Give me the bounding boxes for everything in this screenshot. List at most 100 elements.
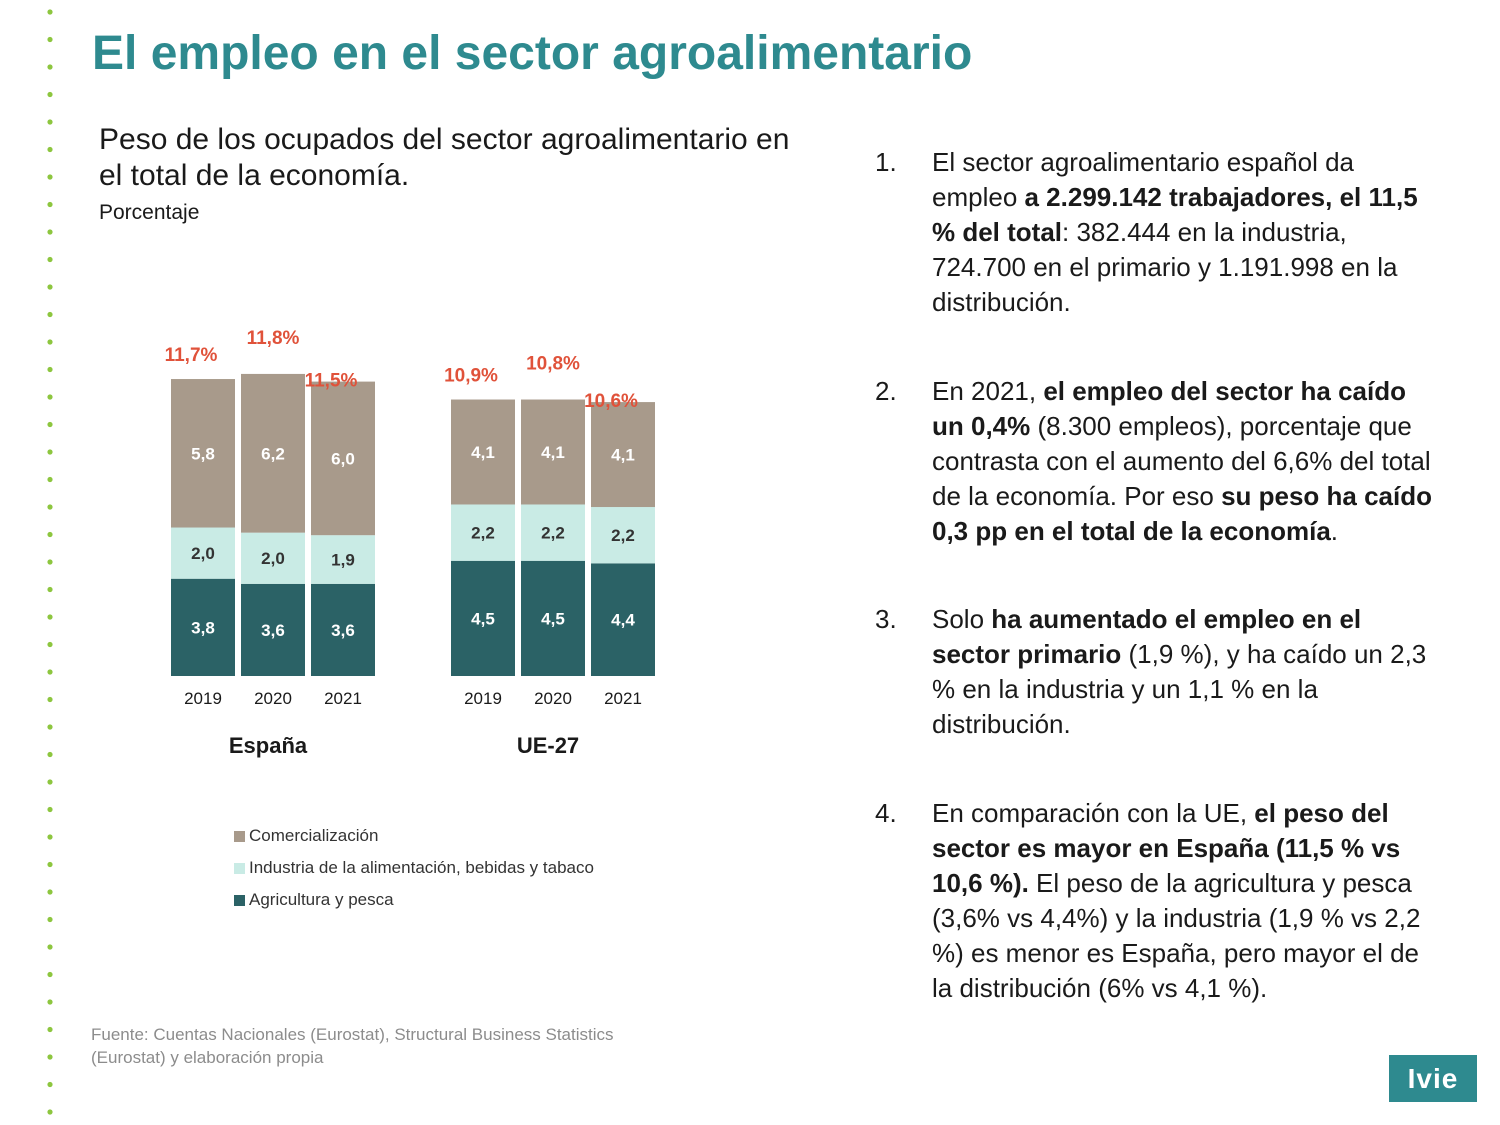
key-point-2: 2. En 2021, el empleo del sector ha caíd…: [875, 374, 1435, 549]
bar-segment: [451, 399, 515, 505]
key-point-highlight: el peso del sector es mayor en España (1…: [932, 798, 1401, 898]
bar-segment: [451, 560, 515, 676]
segment-data-label: 4,1: [541, 443, 565, 462]
chart-unit: Porcentaje: [99, 201, 200, 224]
segment-data-label: 5,8: [191, 444, 215, 463]
segment-data-label: 4,5: [541, 609, 565, 628]
key-points-list: 1. El sector agroalimentario español da …: [875, 145, 1435, 1006]
decorative-dot: [47, 311, 53, 318]
bar-segment: [591, 507, 655, 564]
key-point-highlight: ha aumentado el empleo en el sector prim…: [932, 604, 1362, 669]
total-data-label: 11,7%: [165, 345, 218, 366]
decorative-dot: [47, 531, 53, 538]
total-data-label: 10,6%: [584, 391, 638, 412]
x-tick-label: 2020: [254, 689, 292, 708]
key-point-fragment: En 2021,: [932, 376, 1044, 406]
bar-segment: [171, 379, 235, 528]
segment-data-label: 1,9: [331, 551, 355, 570]
key-point-fragment: El sector agroalimentario español da emp…: [932, 147, 1355, 212]
decorative-dot: [47, 201, 53, 208]
x-tick-label: 2020: [534, 689, 572, 708]
key-point-text: El sector agroalimentario español da emp…: [932, 145, 1435, 320]
bar-segment: [311, 583, 375, 676]
decorative-dot: [47, 146, 53, 153]
segment-data-label: 4,4: [611, 611, 635, 630]
decorative-dot: [47, 449, 53, 455]
key-point-3: 3. Solo ha aumentado el empleo en el sec…: [875, 602, 1435, 742]
decorative-dot: [47, 669, 53, 675]
key-point-text: En 2021, el empleo del sector ha caído u…: [932, 374, 1435, 549]
decorative-dot: [47, 394, 53, 400]
segment-data-label: 2,0: [261, 549, 285, 568]
key-point-fragment: El peso de la agricultura y pesca (3,6% …: [932, 868, 1421, 1003]
decorative-dot: [47, 36, 53, 43]
chart-legend: Comercialización Industria de la aliment…: [234, 820, 594, 916]
total-data-label: 10,8%: [526, 354, 580, 375]
legend-item-comercializacion: Comercialización: [234, 820, 594, 852]
bar-segment: [311, 535, 375, 584]
decorative-dot: [47, 476, 53, 483]
segment-data-label: 3,6: [331, 621, 355, 640]
segment-data-label: 2,2: [611, 526, 635, 545]
decorative-dot-column: [47, 9, 53, 1115]
decorative-dot: [47, 806, 53, 813]
decorative-dot: [47, 751, 53, 758]
legend-swatch-industria: [234, 862, 245, 874]
segment-data-label: 3,8: [191, 618, 215, 637]
segment-data-label: 4,1: [611, 446, 635, 465]
decorative-dot: [47, 504, 53, 510]
key-point-number: 3.: [875, 604, 897, 634]
decorative-dot: [47, 9, 53, 15]
x-tick-label: 2021: [604, 689, 642, 708]
decorative-dot: [47, 1081, 53, 1088]
decorative-dot: [47, 834, 53, 840]
segment-data-label: 3,6: [261, 621, 285, 640]
decorative-dot: [47, 366, 53, 373]
decorative-dot: [47, 421, 53, 428]
ivie-logo: Ivie: [1389, 1055, 1477, 1102]
total-data-label: 10,9%: [444, 366, 498, 387]
x-tick-label: 2019: [184, 689, 222, 708]
decorative-dot: [47, 916, 53, 923]
segment-data-label: 4,5: [471, 609, 495, 628]
decorative-dot: [47, 91, 53, 98]
group-label: España: [229, 733, 308, 758]
decorative-dot: [47, 1109, 53, 1115]
decorative-dot: [47, 1054, 53, 1060]
decorative-dot: [47, 889, 53, 895]
legend-swatch-comercializacion: [234, 830, 245, 842]
decorative-dot: [47, 724, 53, 730]
key-point-text: En comparación con la UE, el peso del se…: [932, 796, 1435, 1006]
key-point-fragment: : 382.444 en la industria, 724.700 en el…: [932, 217, 1398, 317]
key-point-fragment: (1,9 %), y ha caído un 2,3 % en la indus…: [932, 639, 1427, 739]
decorative-dot: [47, 559, 53, 565]
legend-swatch-agricultura: [234, 894, 245, 906]
key-point-fragment: Solo: [932, 604, 992, 634]
key-point-fragment: .: [1330, 516, 1339, 546]
legend-item-agricultura: Agricultura y pesca: [234, 884, 594, 916]
key-point-4: 4. En comparación con la UE, el peso del…: [875, 796, 1435, 1006]
key-point-1: 1. El sector agroalimentario español da …: [875, 145, 1435, 320]
legend-item-industria: Industria de la alimentación, bebidas y …: [234, 852, 594, 884]
bar-segment: [591, 402, 655, 508]
legend-label: Industria de la alimentación, bebidas y …: [249, 858, 594, 877]
total-data-label: 11,8%: [247, 328, 300, 349]
key-point-highlight: el empleo del sector ha caído un 0,4%: [932, 376, 1406, 441]
legend-label: Comercialización: [249, 826, 379, 845]
decorative-dot: [47, 944, 53, 950]
decorative-dot: [47, 174, 53, 180]
decorative-dot: [47, 256, 53, 263]
bar-segment: [171, 527, 235, 579]
key-point-number: 2.: [875, 376, 897, 406]
decorative-dot: [47, 614, 53, 620]
key-point-text: Solo ha aumentado el empleo en el sector…: [932, 602, 1435, 742]
key-point-number: 4.: [875, 798, 897, 828]
bar-segment: [591, 563, 655, 676]
decorative-dot: [47, 971, 53, 978]
decorative-dot: [47, 119, 53, 125]
decorative-dot: [47, 284, 53, 290]
bar-segment: [521, 504, 585, 561]
x-tick-label: 2019: [464, 689, 502, 708]
source-note: Fuente: Cuentas Nacionales (Eurostat), S…: [91, 1025, 614, 1067]
